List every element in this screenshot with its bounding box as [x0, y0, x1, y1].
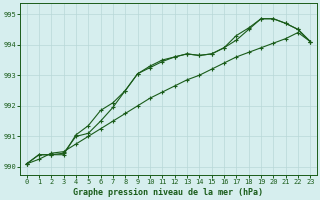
X-axis label: Graphe pression niveau de la mer (hPa): Graphe pression niveau de la mer (hPa)	[74, 188, 263, 197]
